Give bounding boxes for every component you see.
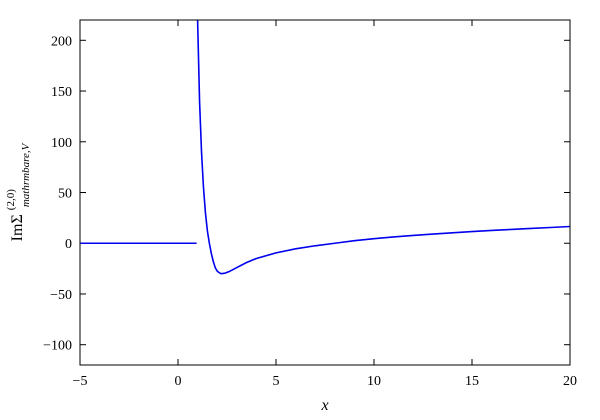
y-tick-label: 200	[51, 34, 72, 49]
x-tick-label: 5	[273, 374, 280, 389]
x-axis-label: x	[320, 397, 328, 414]
x-tick-label: −5	[73, 374, 88, 389]
ticks-layer	[79, 20, 571, 365]
series-line	[196, 20, 570, 275]
y-tick-label: 150	[51, 85, 72, 100]
x-tick-label: 15	[465, 374, 479, 389]
y-axis-label-prefix: ImΣ	[9, 214, 26, 241]
y-tick-label: 50	[58, 187, 72, 202]
plot-frame	[79, 19, 571, 366]
y-tick-label: −100	[43, 339, 72, 354]
x-tick-label: 10	[367, 374, 381, 389]
y-axis-label-subscript: mathrmbare,V	[20, 142, 32, 207]
y-tick-label: 100	[51, 136, 72, 151]
y-tick-label: −50	[50, 288, 72, 303]
y-axis-label-superscript: (2,0)	[5, 189, 17, 210]
x-tick-label: 20	[563, 374, 577, 389]
y-tick-label: 0	[65, 237, 72, 252]
y-axis-label: ImΣ (2,0) mathrmbare,V	[1, 142, 32, 241]
x-tick-label: 0	[175, 374, 182, 389]
plot-layer	[80, 20, 570, 275]
svg-text:ImΣ (2,0) mathrmba: ImΣ (2,0) mathrmbare,V	[1, 142, 32, 241]
